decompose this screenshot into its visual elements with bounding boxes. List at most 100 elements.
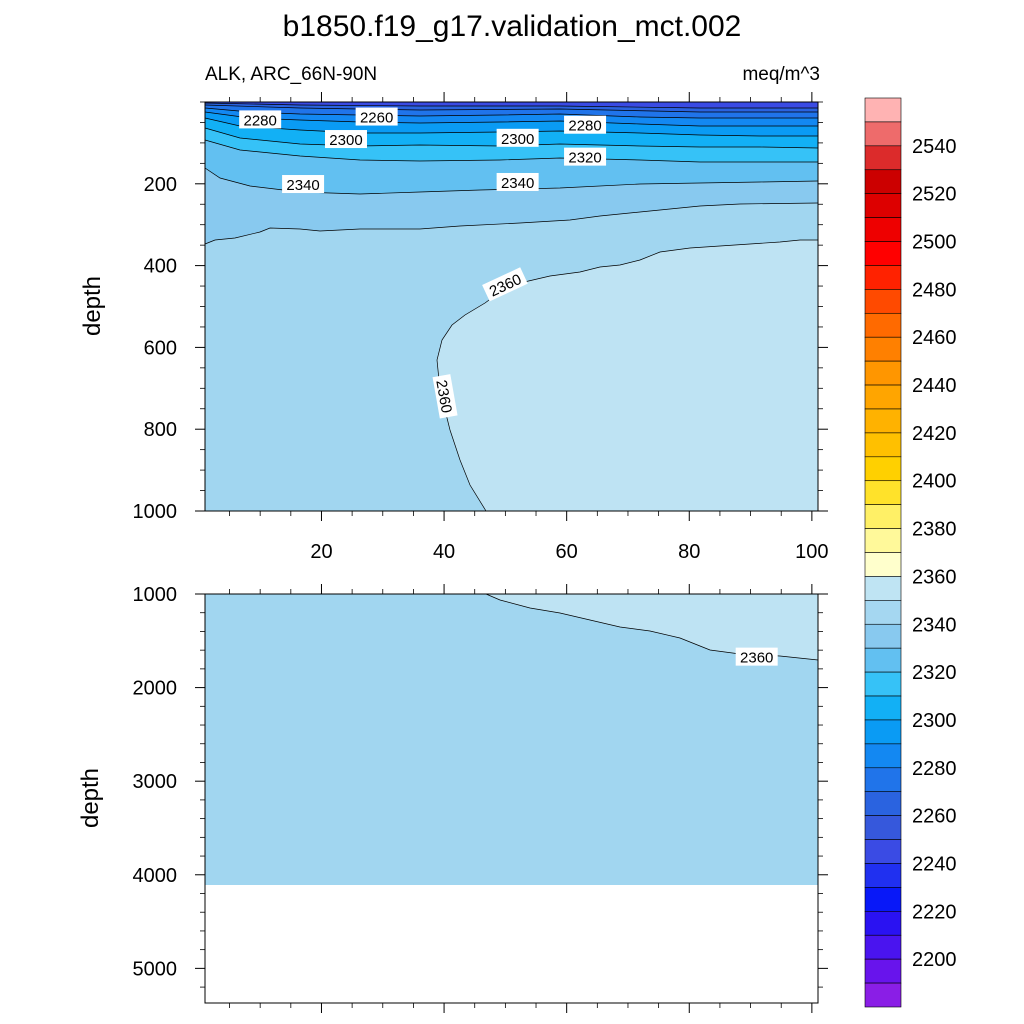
y-tick-label: 3000 xyxy=(133,771,178,793)
contour-label-box xyxy=(324,130,367,149)
colorbar-swatch xyxy=(864,839,902,864)
contour-label-box xyxy=(432,374,458,419)
colorbar-swatch xyxy=(864,121,902,147)
lower-light-region xyxy=(486,594,818,660)
colorbar-swatch xyxy=(864,887,902,912)
colorbar-label: 2340 xyxy=(912,614,957,636)
contour-label-text: 2300 xyxy=(501,131,534,148)
colorbar-label: 2460 xyxy=(912,327,957,349)
lower-x-axis xyxy=(229,584,813,1013)
contour-label-text: 2320 xyxy=(568,150,601,167)
contour-line-2340 xyxy=(204,167,819,195)
x-tick-label: 40 xyxy=(433,541,455,563)
upper-y-axis: 200 400 600 800 1000 xyxy=(133,101,828,523)
colorbar-swatch xyxy=(864,169,902,194)
variable-label: ALK, ARC_66N-90N xyxy=(205,64,377,85)
colorbar-swatch xyxy=(864,863,902,888)
colorbar-swatch xyxy=(864,241,902,266)
contour-label-text: 2260 xyxy=(360,110,393,127)
x-tick-label: 100 xyxy=(795,541,828,563)
colorbar-swatch xyxy=(864,408,902,434)
colorbar-swatch xyxy=(864,671,902,697)
colorbar-label: 2200 xyxy=(912,949,957,971)
lower-y-axis: 1000 2000 3000 4000 5000 xyxy=(133,584,828,988)
colorbar-swatch xyxy=(864,958,902,984)
upper-light-region xyxy=(437,240,818,511)
contour-label-text: 2280 xyxy=(568,118,601,135)
y-tick-label: 600 xyxy=(144,337,177,359)
contour-label-text: 2360 xyxy=(740,650,773,667)
colorbar-swatch xyxy=(864,480,902,505)
contour-label: 2260 xyxy=(355,107,398,127)
y-tick-label: 1000 xyxy=(133,584,178,606)
x-tick-label: 20 xyxy=(310,541,332,563)
contour-line-2330 xyxy=(204,139,818,163)
colorbar-label: 2420 xyxy=(912,423,957,445)
contour-line-2290 xyxy=(204,107,818,119)
upper-y-axis-label: depth xyxy=(79,276,106,336)
colorbar-label: 2520 xyxy=(912,184,957,206)
contour-label-box xyxy=(355,107,398,126)
contour-label-box xyxy=(239,110,282,129)
contour-line-2300 xyxy=(204,111,818,127)
contour-label: 2280 xyxy=(564,115,607,135)
colorbar-swatch xyxy=(864,719,902,745)
contour-label: 2340 xyxy=(282,175,325,194)
colorbar-swatch xyxy=(864,767,902,793)
contour-label: 2280 xyxy=(239,110,282,129)
colorbar-swatch xyxy=(864,552,902,577)
lower-y-axis-label: depth xyxy=(77,768,104,828)
seafloor-mask xyxy=(205,886,818,1003)
y-tick-label: 1000 xyxy=(133,501,178,523)
contour-label: 2320 xyxy=(564,147,607,167)
colorbar-swatch xyxy=(864,145,902,171)
colorbar-label: 2280 xyxy=(912,758,957,780)
colorbar-swatch xyxy=(864,623,902,649)
colorbar-swatch xyxy=(864,695,902,721)
lower-frame xyxy=(204,593,819,1004)
colorbar-swatch xyxy=(864,934,902,960)
contour-label-text: 2340 xyxy=(286,177,319,194)
lower-panel: 2360 1000 2000 3000 4000 5000 depth xyxy=(77,584,828,1013)
contour-line-2280 xyxy=(204,104,818,113)
y-tick-label: 400 xyxy=(144,256,177,278)
colorbar-label: 2220 xyxy=(912,901,957,923)
colorbar-swatch xyxy=(864,911,902,936)
colorbar-swatch xyxy=(864,982,902,1008)
contour-label-text: 2300 xyxy=(329,132,362,149)
y-tick-label: 2000 xyxy=(133,678,178,700)
colorbar-label: 2480 xyxy=(912,279,957,301)
contour-label-box xyxy=(735,647,778,666)
contour-label: 2360 xyxy=(432,374,458,419)
units-label: meq/m^3 xyxy=(742,64,820,85)
colorbar-swatch xyxy=(864,456,902,482)
contour-line-2270 xyxy=(204,102,818,109)
colorbar-swatch xyxy=(864,504,902,529)
contour-label-text: 2280 xyxy=(243,112,276,129)
colorbar-label: 2440 xyxy=(912,375,957,397)
colorbar-swatch xyxy=(864,647,902,673)
y-tick-label: 5000 xyxy=(133,958,178,980)
colorbar-label: 2360 xyxy=(912,566,957,588)
contour-label-box xyxy=(482,267,528,302)
y-tick-label: 800 xyxy=(144,419,177,441)
y-tick-label: 200 xyxy=(144,174,177,196)
colorbar-swatch xyxy=(864,384,902,410)
colorbar-swatch xyxy=(864,576,902,601)
colorbar-label: 2320 xyxy=(912,662,957,684)
upper-band-2260 xyxy=(205,102,818,108)
colorbar-swatch xyxy=(864,336,902,362)
colorbar-swatch xyxy=(864,600,902,625)
lower-contour-labels: 2360 xyxy=(735,647,778,667)
colorbar-label: 2540 xyxy=(912,136,957,158)
colorbar-label: 2240 xyxy=(912,853,957,875)
contour-label-box xyxy=(564,147,607,166)
colorbar-label: 2380 xyxy=(912,519,957,541)
colorbar-swatch xyxy=(864,743,902,769)
colorbar-swatch xyxy=(864,265,902,290)
contour-label-box xyxy=(496,172,539,191)
colorbar-label: 2300 xyxy=(912,710,957,732)
